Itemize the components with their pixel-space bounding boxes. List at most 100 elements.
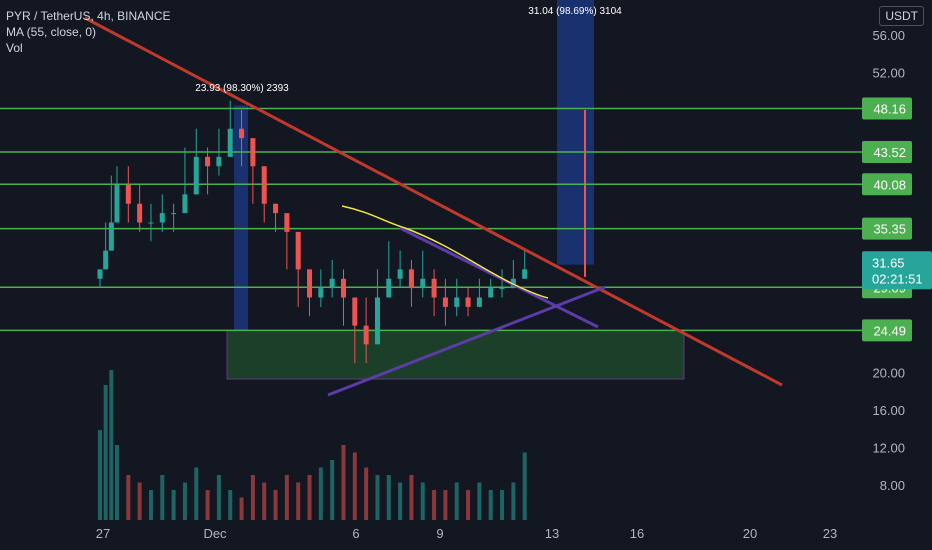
candle-body [340, 278, 346, 298]
candle-body [329, 278, 335, 289]
ma-indicator-label[interactable]: MA (55, close, 0) [6, 25, 97, 39]
volume-bar [109, 370, 114, 520]
candle-body [193, 156, 199, 195]
volume-bar [364, 467, 369, 520]
price-axis-tick: 8.00 [880, 478, 905, 493]
volume-indicator-label[interactable]: Vol [6, 41, 23, 55]
volume-bar [488, 490, 493, 520]
candle-body [442, 297, 448, 307]
volume-bar [432, 490, 437, 520]
volume-bar [522, 452, 527, 520]
volume-bar [420, 482, 425, 520]
candle-body [148, 222, 154, 224]
candle-body [125, 185, 131, 204]
date-axis-tick: 9 [436, 526, 443, 541]
volume-bar [194, 467, 199, 520]
level-price-badge[interactable] [862, 173, 912, 196]
volume-bar [262, 482, 267, 520]
candle-body [250, 138, 256, 167]
level-price-badge[interactable] [862, 97, 912, 120]
chart-legend: PYR / TetherUS, 4h, BINANCE MA (55, clos… [6, 8, 171, 56]
candle-body [363, 325, 369, 345]
volume-bar [341, 445, 346, 520]
volume-bar [477, 482, 482, 520]
candle-body [352, 297, 358, 326]
candle-body [182, 194, 188, 214]
candle-body [408, 269, 414, 289]
candle-body [420, 278, 426, 289]
date-axis-tick: 16 [630, 526, 644, 541]
candle-body [227, 128, 233, 157]
volume-bar [103, 385, 108, 520]
price-axis-tick: 56.00 [872, 28, 905, 43]
candle-body [216, 156, 222, 167]
candle-body [488, 288, 494, 298]
volume-bar [114, 445, 119, 520]
level-price-label: 35.35 [873, 222, 906, 237]
date-axis-tick: 20 [743, 526, 757, 541]
candle-body [431, 278, 437, 298]
candle-body [114, 185, 120, 223]
volume-bar [216, 475, 221, 520]
measure-box[interactable] [557, 0, 594, 265]
candle-body [97, 269, 103, 279]
price-axis-tick: 52.00 [872, 66, 905, 81]
level-price-badge[interactable] [862, 141, 912, 163]
last-price-badge[interactable] [862, 251, 932, 290]
candle-body [273, 203, 279, 214]
measure-annotation: 31.04 (98.69%) 3104 [528, 6, 622, 17]
price-axis-tick: 20.00 [872, 366, 905, 381]
volume-bar [148, 490, 153, 520]
level-price-badge[interactable] [862, 319, 912, 342]
candle-body [295, 231, 301, 270]
volume-bar [160, 475, 165, 520]
triangle-lower-line[interactable] [327, 285, 606, 397]
volume-bar [375, 475, 380, 520]
candle-body [171, 213, 177, 215]
volume-bar [137, 482, 142, 520]
volume-bar [443, 490, 448, 520]
volume-bar [409, 475, 414, 520]
descending-trendline[interactable] [84, 16, 783, 387]
candle-body [386, 278, 392, 298]
candle-body [397, 269, 403, 279]
support-zone[interactable] [226, 329, 685, 380]
measure-box[interactable] [234, 105, 248, 331]
candle-body [374, 297, 380, 345]
triangle-upper-line[interactable] [399, 226, 599, 329]
volume-bar [239, 497, 244, 520]
price-axis-tick: 16.00 [872, 403, 905, 418]
volume-bar [182, 482, 187, 520]
last-price-value: 31.65 [872, 255, 905, 270]
volume-bar [454, 482, 459, 520]
currency-button[interactable]: USDT [879, 6, 924, 26]
volume-bar [500, 490, 505, 520]
date-axis-tick: 27 [96, 526, 110, 541]
candle-body [522, 269, 528, 279]
volume-bar [273, 490, 278, 520]
volume-bar [386, 475, 391, 520]
candle-body [137, 203, 143, 223]
volume-bar [307, 475, 312, 520]
candle-body [239, 128, 245, 139]
volume-bar [250, 475, 255, 520]
bar-countdown: 02:21:51 [872, 271, 923, 286]
volume-bar [398, 482, 403, 520]
moving-average-line [341, 205, 549, 299]
level-price-badge[interactable] [862, 217, 912, 240]
symbol-title[interactable]: PYR / TetherUS, 4h, BINANCE [6, 9, 171, 23]
candle-body [465, 297, 471, 307]
level-price-label: 40.08 [873, 177, 906, 192]
volume-bar [171, 490, 176, 520]
candle-body [318, 288, 324, 298]
level-price-label: 43.52 [873, 145, 906, 160]
volume-bar [296, 482, 301, 520]
candle-body [454, 297, 460, 307]
candle-body [476, 297, 482, 307]
price-axis-tick: 12.00 [872, 441, 905, 456]
date-axis-tick: 23 [823, 526, 837, 541]
volume-bar [511, 482, 516, 520]
level-price-label: 48.16 [873, 102, 906, 117]
